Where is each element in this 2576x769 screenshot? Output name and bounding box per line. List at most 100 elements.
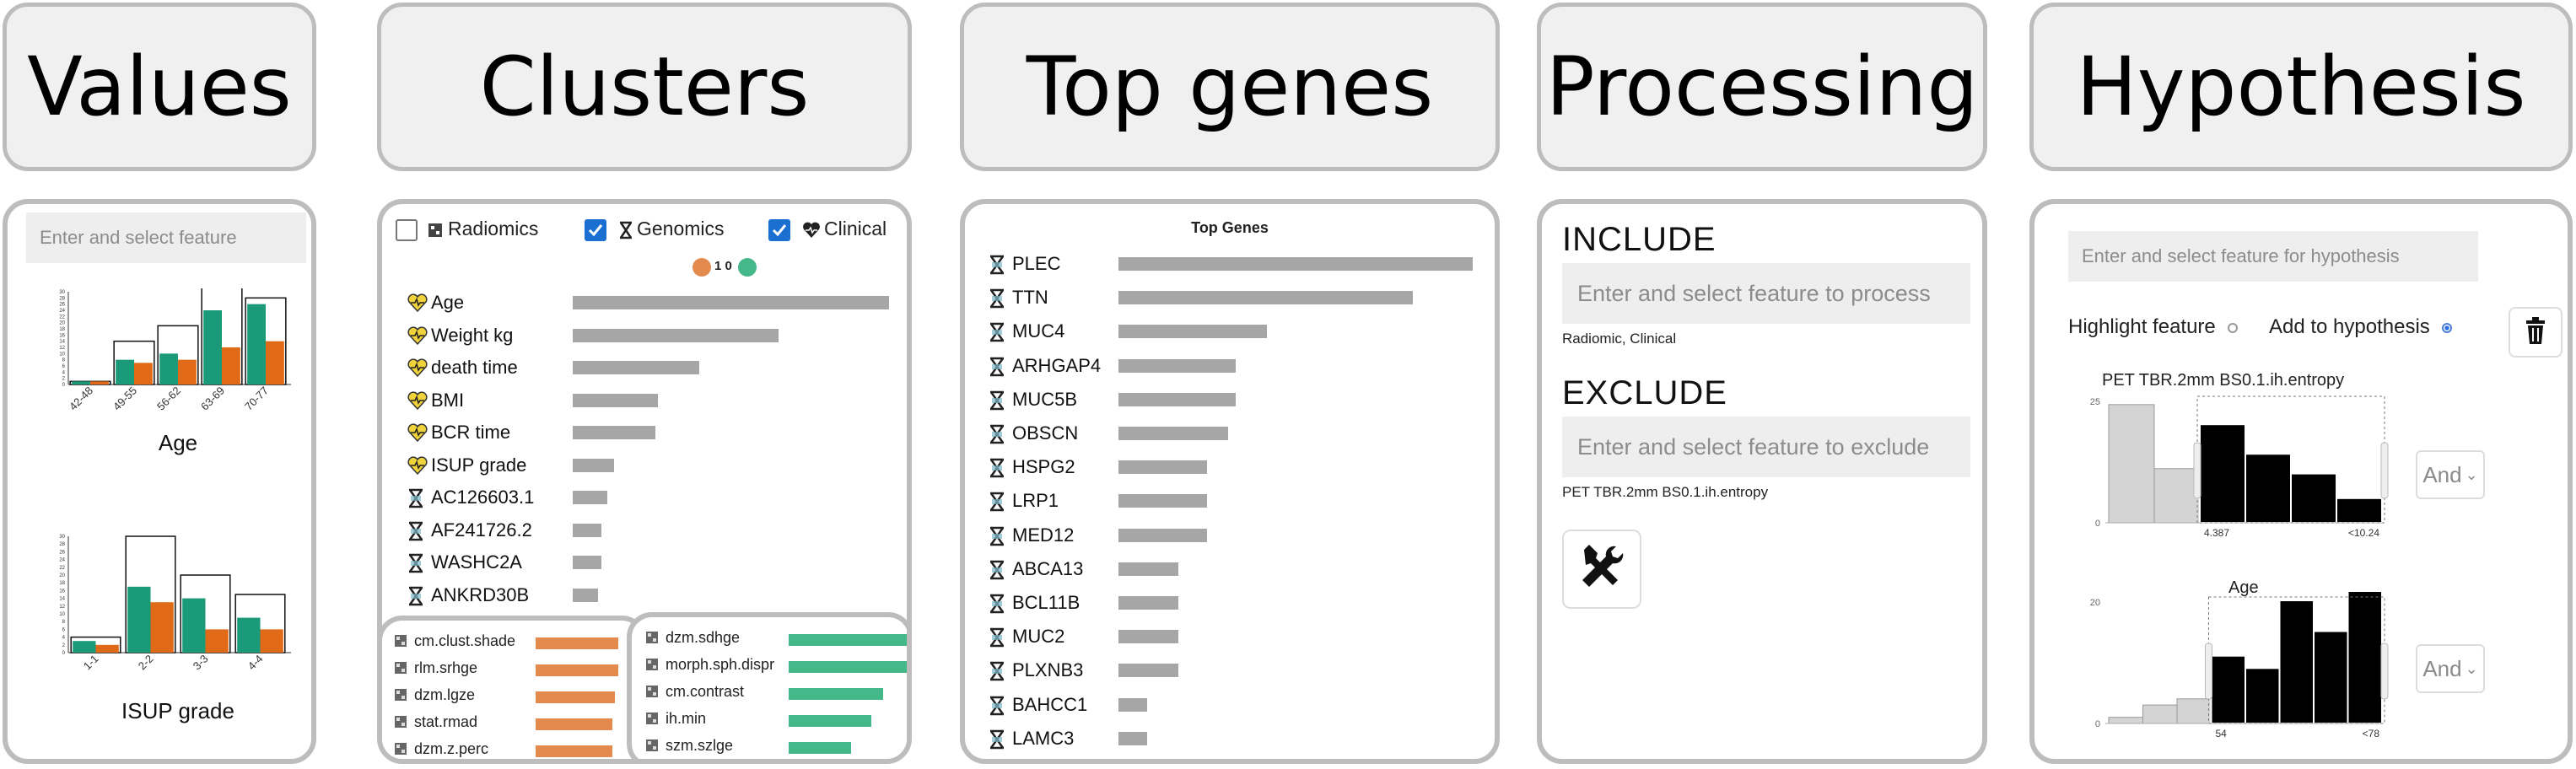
range-high-label: <78 [2363, 728, 2380, 739]
gene-row[interactable]: PLEC [985, 248, 1474, 280]
cluster-toggle[interactable]: 1 0 [693, 256, 768, 277]
gene-bar [1118, 358, 1236, 373]
gene-row[interactable]: BCL11B [985, 587, 1474, 619]
highlight-radio[interactable] [2228, 322, 2239, 333]
histogram-bar [2153, 468, 2201, 524]
series-2-bar [222, 347, 240, 384]
radiomics-checkbox[interactable] [396, 219, 418, 241]
radiomics-label: Radiomics [448, 218, 539, 239]
cluster-feature-row[interactable]: AF241726.2 [404, 514, 902, 546]
y-tick-label: 12 [59, 346, 65, 351]
range-low-label: 54 [2216, 728, 2228, 739]
brush-handle-right[interactable] [2380, 442, 2389, 499]
series-1-bar [203, 310, 222, 384]
cluster-sub-bar [789, 715, 871, 727]
entropy-histogram: 25 0 4.387 <10.24 [2090, 395, 2389, 539]
series-1-bar [127, 586, 151, 653]
cluster-sub-row[interactable]: rlm.srhge [394, 656, 642, 681]
gene-row[interactable]: TTN [985, 282, 1474, 314]
cluster-sub-bar [536, 637, 618, 649]
cluster-sub-row[interactable]: dzm.lgze [394, 683, 642, 708]
gene-row[interactable]: PLXNB3 [985, 654, 1474, 686]
cluster-sub-row[interactable]: morph.sph.dispr [645, 653, 907, 678]
gene-row[interactable]: MED12 [985, 519, 1474, 551]
add-to-hypothesis-radio[interactable] [2442, 322, 2453, 333]
gene-row[interactable]: HSPG2 [985, 451, 1474, 483]
genomics-icon [989, 627, 1005, 648]
include-input[interactable]: Enter and select feature to process [1562, 263, 1970, 324]
y-tick-label: 24 [59, 558, 65, 563]
chart-title: Age [159, 430, 197, 455]
cluster-sub-row[interactable]: szm.szlge [645, 734, 907, 759]
radiomics-icon [646, 713, 658, 724]
clinical-icon [407, 455, 428, 475]
cluster-feature-row[interactable]: Age [404, 287, 902, 319]
clusters-panel: Radiomics Genomics Clinical 1 0 Age Weigh… [377, 199, 912, 764]
gene-row[interactable]: BAHCC1 [985, 689, 1474, 721]
feature-bar [573, 426, 655, 439]
header-hypothesis: Hypothesis [2029, 3, 2573, 171]
highlight-option[interactable]: Highlight feature [2068, 315, 2239, 339]
cluster-feature-row[interactable]: ANKRD30B [404, 579, 902, 608]
y-tick-label: 2 [62, 377, 66, 382]
gene-row[interactable]: LAMC3 [985, 723, 1474, 755]
y-tick-label: 4 [62, 370, 66, 375]
cluster-sub-row[interactable]: cm.contrast [645, 680, 907, 705]
cluster-feature-row[interactable]: AC126603.1 [404, 481, 902, 514]
hypothesis-search-input[interactable]: Enter and select feature for hypothesis [2068, 231, 2478, 282]
process-button[interactable] [1562, 530, 1641, 609]
add-to-hypothesis-option[interactable]: Add to hypothesis [2269, 315, 2453, 339]
gene-row[interactable]: ABCA13 [985, 553, 1474, 585]
cluster-feature-list: Age Weight kg death time BMI BCR time ISUP gr… [404, 287, 902, 607]
x-tick-label: 1-1 [81, 653, 101, 673]
genomics-icon [989, 560, 1005, 580]
x-tick-label: 70-77 [242, 384, 271, 413]
brush-handle-left[interactable] [2193, 442, 2201, 499]
clinical-checkbox[interactable] [768, 219, 790, 241]
gene-row[interactable]: MUC2 [985, 621, 1474, 653]
y-tick-label: 14 [59, 597, 65, 602]
y-tick-label: 6 [62, 627, 66, 632]
histogram-bar [2199, 423, 2246, 524]
gene-row[interactable]: LRP1 [985, 485, 1474, 517]
cluster-feature-row[interactable]: WASHC2A [404, 546, 902, 578]
series-2-bar [90, 381, 109, 384]
x-tick-label: 42-48 [67, 384, 95, 413]
cluster-feature-row[interactable]: Weight kg [404, 320, 902, 352]
cluster-sub-row[interactable]: dzm.z.perc [394, 737, 642, 759]
series-2-bar [150, 602, 174, 653]
y-tick-label: 28 [59, 542, 65, 547]
include-title: INCLUDE [1562, 221, 1716, 258]
brush-handle-right[interactable] [2380, 643, 2389, 700]
exclude-value: PET TBR.2mm BS0.1.ih.entropy [1562, 484, 1769, 500]
cluster-sub-bar [789, 634, 907, 646]
cluster-feature-row[interactable]: death time [404, 352, 902, 384]
cluster-sub-row[interactable]: stat.rmad [394, 710, 642, 735]
range-high-label: <10.24 [2348, 527, 2379, 539]
and-select-1[interactable]: And ⌄ [2416, 450, 2485, 499]
cluster-feature-row[interactable]: ISUP grade [404, 449, 902, 481]
cluster-sub-bar [536, 718, 612, 730]
gene-row[interactable]: MUC4 [985, 315, 1474, 347]
values-search-input[interactable]: Enter and select feature [26, 212, 306, 263]
gene-row[interactable]: MUC5B [985, 384, 1474, 416]
histogram-bar [2210, 654, 2246, 724]
gene-label: BAHCC1 [1012, 693, 1088, 715]
and-select-2[interactable]: And ⌄ [2416, 644, 2485, 693]
cluster-feature-row[interactable]: BCR time [404, 417, 902, 449]
series-2-bar [134, 363, 153, 384]
cluster-sub-row[interactable]: dzm.sdhge [645, 626, 907, 651]
brush-handle-left[interactable] [2205, 643, 2212, 700]
gene-bar [1118, 562, 1179, 576]
cluster-sub-row[interactable]: cm.clust.shade [394, 629, 642, 654]
gene-row[interactable]: OBSCN [985, 417, 1474, 449]
exclude-input[interactable]: Enter and select feature to exclude [1562, 417, 1970, 477]
gene-row[interactable]: ARHGAP4 [985, 350, 1474, 382]
cluster-feature-row[interactable]: BMI [404, 384, 902, 417]
delete-button[interactable] [2509, 307, 2563, 358]
cluster-sub-label: dzm.lgze [414, 686, 476, 703]
feature-label: AF241726.2 [431, 519, 532, 540]
cluster-sub-row[interactable]: ih.min [645, 707, 907, 732]
feature-label: AC126603.1 [431, 487, 535, 508]
genomics-checkbox[interactable] [585, 219, 606, 241]
